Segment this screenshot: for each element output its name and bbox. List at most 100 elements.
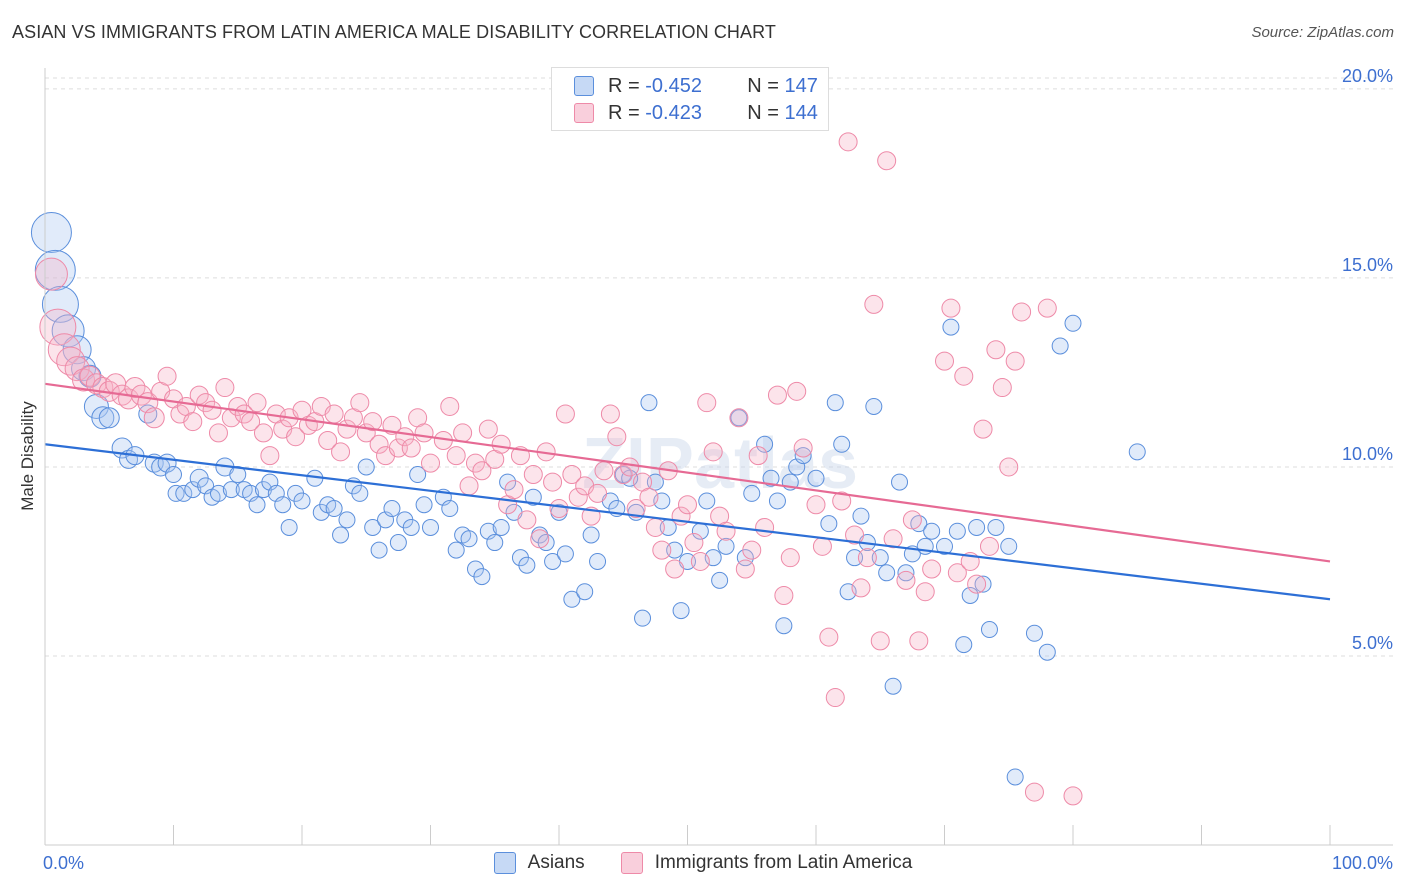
- legend-item-asians: Asians: [493, 852, 585, 874]
- r-label: R =: [608, 101, 640, 124]
- y-tick-label: 5.0%: [1352, 633, 1393, 653]
- asian-point: [923, 522, 941, 540]
- latin-america-point: [401, 438, 421, 458]
- asian-point: [402, 518, 420, 536]
- latin-america-point: [34, 257, 68, 291]
- latin-america-point: [382, 415, 402, 435]
- r-value: -0.452: [645, 74, 702, 97]
- asian-point: [415, 496, 433, 514]
- latin-america-point: [825, 688, 845, 708]
- asian-point: [634, 609, 652, 627]
- asian-point: [351, 484, 369, 502]
- latin-america-point: [143, 407, 165, 429]
- asian-point: [460, 530, 478, 548]
- latin-america-point: [324, 404, 344, 424]
- asian-point: [852, 507, 870, 525]
- latin-america-point: [39, 308, 77, 346]
- latin-america-point: [857, 548, 877, 568]
- latin-america-point: [1063, 786, 1083, 806]
- asian-point: [338, 511, 356, 529]
- asian-point: [698, 492, 716, 510]
- asian-point: [544, 552, 562, 570]
- latin-america-point: [208, 423, 228, 443]
- trend-lines: [44, 382, 1331, 601]
- latin-america-point: [478, 419, 498, 439]
- asian-point: [589, 552, 607, 570]
- asian-point: [524, 488, 542, 506]
- latin-america-point: [588, 483, 608, 503]
- latin-america-point: [832, 491, 852, 511]
- asian-point: [556, 545, 574, 563]
- asian-point: [891, 473, 909, 491]
- axes: 5.0% 10.0% 15.0% 20.0% 0.0% 100.0%: [43, 66, 1393, 873]
- latin-america-point: [491, 434, 511, 454]
- latin-america-point: [64, 356, 90, 382]
- y-tick-label: 15.0%: [1342, 255, 1393, 275]
- latin-america-point: [600, 404, 620, 424]
- asian-point: [711, 571, 729, 589]
- latin-america-point: [234, 404, 254, 424]
- asian-point: [948, 522, 966, 540]
- asian-point: [794, 447, 812, 465]
- latin-america-point: [247, 393, 267, 413]
- asian-point: [743, 484, 761, 502]
- latin-america-point: [465, 453, 485, 473]
- latin-america-point: [806, 495, 826, 515]
- asian-point: [184, 481, 202, 499]
- latin-america-point: [909, 631, 929, 651]
- latin-america-point: [793, 438, 813, 458]
- asian-point: [897, 564, 915, 582]
- asian-point: [871, 549, 889, 567]
- legend-swatch-pink: [620, 852, 643, 874]
- latin-america-point: [504, 480, 524, 500]
- latin-america-point: [645, 517, 665, 537]
- latin-america-point: [665, 559, 685, 579]
- asian-point: [1025, 624, 1043, 642]
- asian-point: [98, 407, 120, 429]
- latin-america-point: [421, 453, 440, 473]
- asian-point: [666, 541, 684, 559]
- latin-america-point: [986, 340, 1006, 360]
- n-label: N =: [747, 74, 779, 97]
- asian-point: [955, 636, 973, 654]
- asian-point: [961, 586, 979, 604]
- latin-america-point: [414, 423, 434, 443]
- latin-america-point: [954, 366, 974, 386]
- asian-point: [175, 484, 193, 502]
- asian-point: [325, 500, 343, 518]
- latin-america-point: [896, 570, 916, 590]
- r-value: -0.423: [645, 101, 702, 124]
- asian-point: [826, 394, 844, 412]
- asian-point: [974, 575, 992, 593]
- chart-title: ASIAN VS IMMIGRANTS FROM LATIN AMERICA M…: [12, 22, 776, 42]
- asian-point: [138, 404, 158, 424]
- asian-point: [389, 534, 407, 552]
- asian-point: [222, 481, 240, 499]
- latin-america-point: [851, 578, 871, 598]
- asian-point: [942, 318, 960, 336]
- latin-america-point: [883, 529, 903, 549]
- asian-point: [1128, 443, 1146, 461]
- latin-america-point: [530, 529, 550, 549]
- asian-point: [1051, 337, 1069, 355]
- latin-america-point: [941, 298, 961, 318]
- asian-point: [968, 518, 986, 536]
- asian-point: [248, 496, 266, 514]
- asian-point: [83, 393, 109, 419]
- asian-point: [1000, 537, 1018, 555]
- latin-america-point: [1012, 302, 1032, 322]
- asian-point: [1064, 314, 1082, 332]
- latin-america-point: [870, 631, 890, 651]
- series-legend: Asians Immigrants from Latin America: [0, 852, 1406, 874]
- y-tick-label: 20.0%: [1342, 66, 1393, 86]
- latin-america-point: [787, 381, 807, 401]
- asian-point: [422, 518, 439, 536]
- asian-point: [1006, 768, 1024, 786]
- asian-point: [447, 541, 465, 559]
- asian-point: [576, 583, 594, 601]
- latin-america-point: [523, 465, 543, 485]
- latin-america-point: [748, 446, 768, 466]
- latin-america-point: [555, 404, 575, 424]
- latin-america-point: [472, 461, 492, 481]
- latin-america-point: [703, 442, 723, 462]
